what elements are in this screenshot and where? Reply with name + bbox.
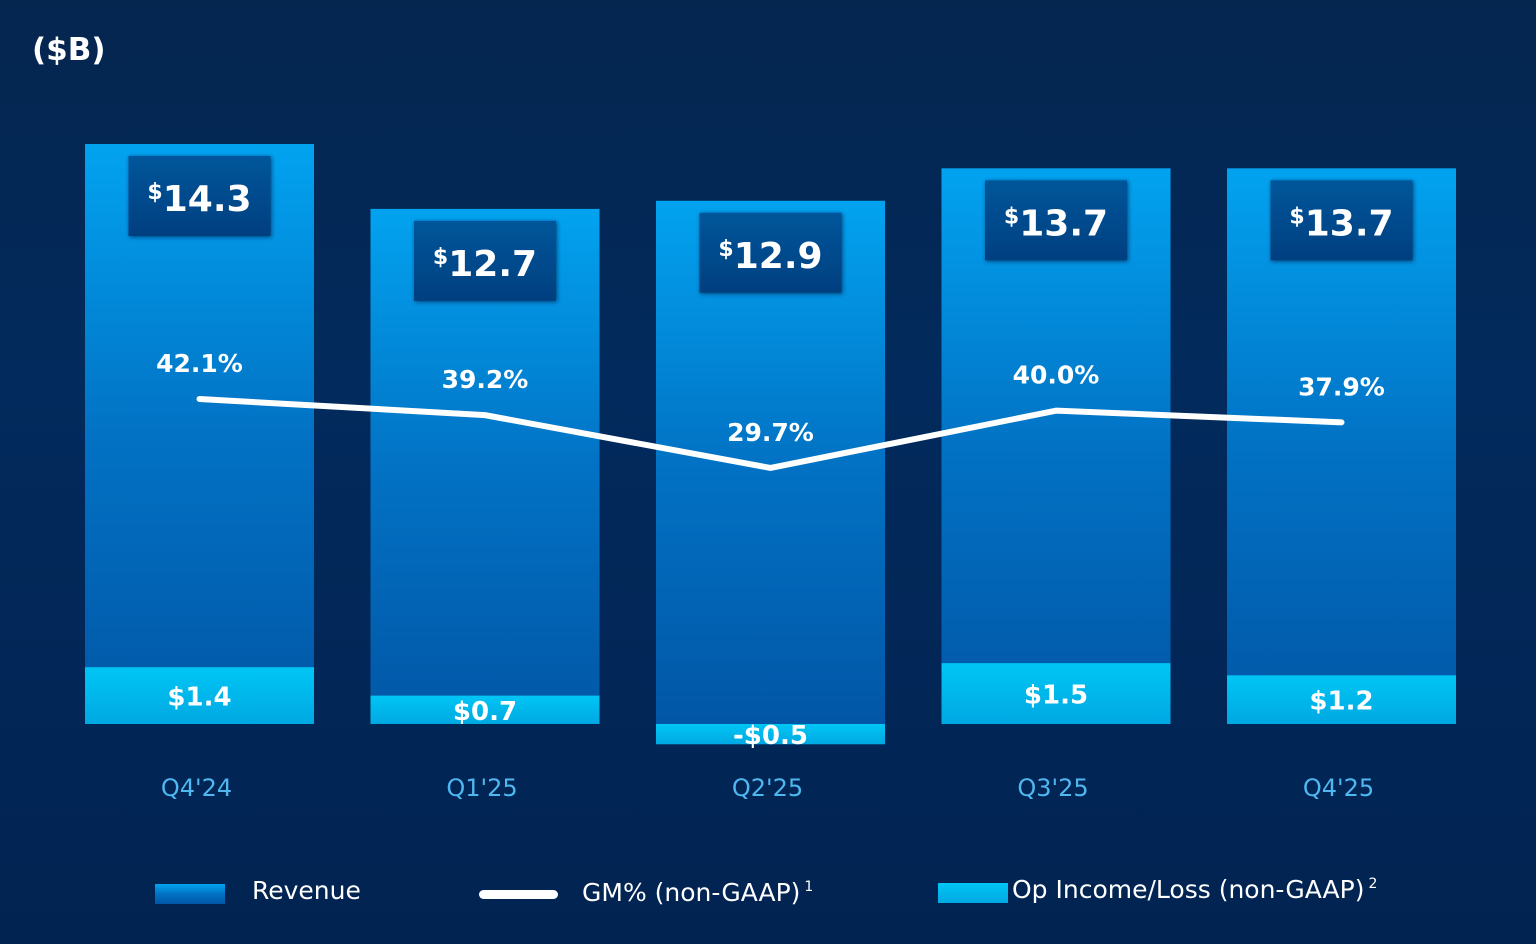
x-tick-label: Q4'24 [161, 774, 232, 802]
x-tick-label: Q4'25 [1303, 774, 1374, 802]
legend-label-opincome: Op Income/Loss (non-GAAP) 2 [1012, 875, 1377, 904]
revenue-data-label: $14.3 [147, 179, 251, 220]
legend: Revenue GM% (non-GAAP) 1 Op Income/Loss (… [155, 875, 1377, 907]
gm-line [196, 396, 1345, 471]
legend-swatch-gm [479, 890, 558, 899]
revenue-label-box [414, 220, 556, 301]
revenue-data-label: $12.7 [433, 244, 537, 285]
opincome-data-label: -$0.5 [733, 721, 808, 751]
gm-data-label: 40.0% [1013, 361, 1100, 390]
revenue-bar [1227, 168, 1456, 724]
x-tick-label: Q2'25 [732, 774, 803, 802]
x-tick-label: Q3'25 [1017, 774, 1088, 802]
opincome-bar [1227, 675, 1456, 724]
x-tick-label: Q1'25 [446, 774, 517, 802]
gm-data-label: 29.7% [727, 418, 814, 447]
opincome-bar [85, 667, 314, 724]
revenue-label-box [985, 180, 1127, 261]
legend-swatch-opincome [938, 883, 1008, 903]
revenue-data-label: $13.7 [1289, 203, 1393, 244]
legend-label-revenue: Revenue [252, 876, 361, 905]
revenue-data-label: $12.9 [718, 236, 822, 277]
opincome-data-label: $1.2 [1309, 687, 1373, 717]
revenue-label-box [128, 155, 271, 236]
revenue-data-label: $13.7 [1004, 203, 1108, 244]
legend-label-gm: GM% (non-GAAP) 1 [582, 878, 813, 907]
gm-data-label: 37.9% [1298, 372, 1385, 401]
opincome-data-label: $0.7 [453, 697, 517, 727]
revenue-bar [85, 143, 314, 724]
gm-data-label: 42.1% [156, 349, 243, 378]
revenue-bar [941, 168, 1171, 724]
revenue-label-box [1270, 180, 1413, 261]
opincome-bar [370, 695, 600, 724]
revenue-label-box [699, 212, 842, 293]
chart-title: ($B) [32, 32, 106, 68]
opincome-data-label: $1.4 [167, 683, 231, 713]
opincome-data-label: $1.5 [1024, 681, 1088, 711]
opincome-bar [656, 724, 885, 745]
opincome-bar [941, 663, 1171, 724]
gm-data-label: 39.2% [442, 365, 529, 394]
legend-swatch-revenue [155, 884, 225, 904]
